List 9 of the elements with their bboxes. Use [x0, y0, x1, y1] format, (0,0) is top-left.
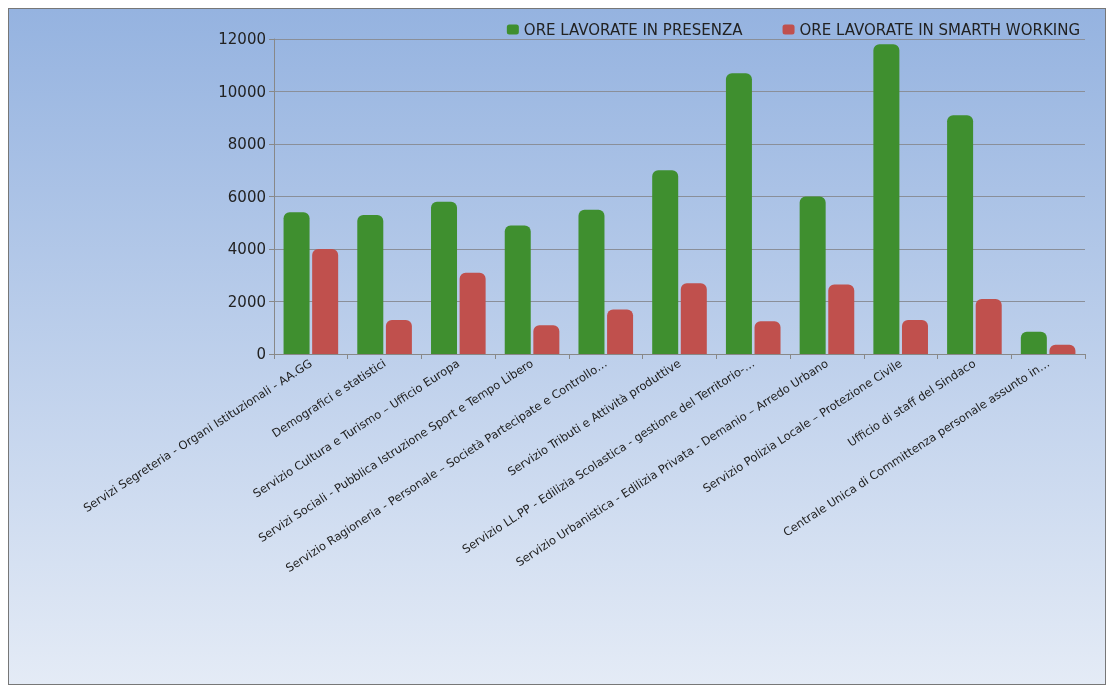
- y-tick-label: 10000: [218, 82, 266, 101]
- y-tick-label: 6000: [227, 187, 266, 206]
- y-tick-label: 2000: [227, 292, 266, 311]
- y-tick-label: 0: [256, 345, 266, 363]
- legend-label: ORE LAVORATE IN SMARTH WORKING: [799, 20, 1081, 39]
- y-tick-label: 4000: [227, 240, 266, 258]
- y-tick-label: 8000: [227, 135, 266, 153]
- y-tick-label: 12000: [218, 30, 266, 48]
- legend-label: ORE LAVORATE IN PRESENZA: [523, 20, 744, 39]
